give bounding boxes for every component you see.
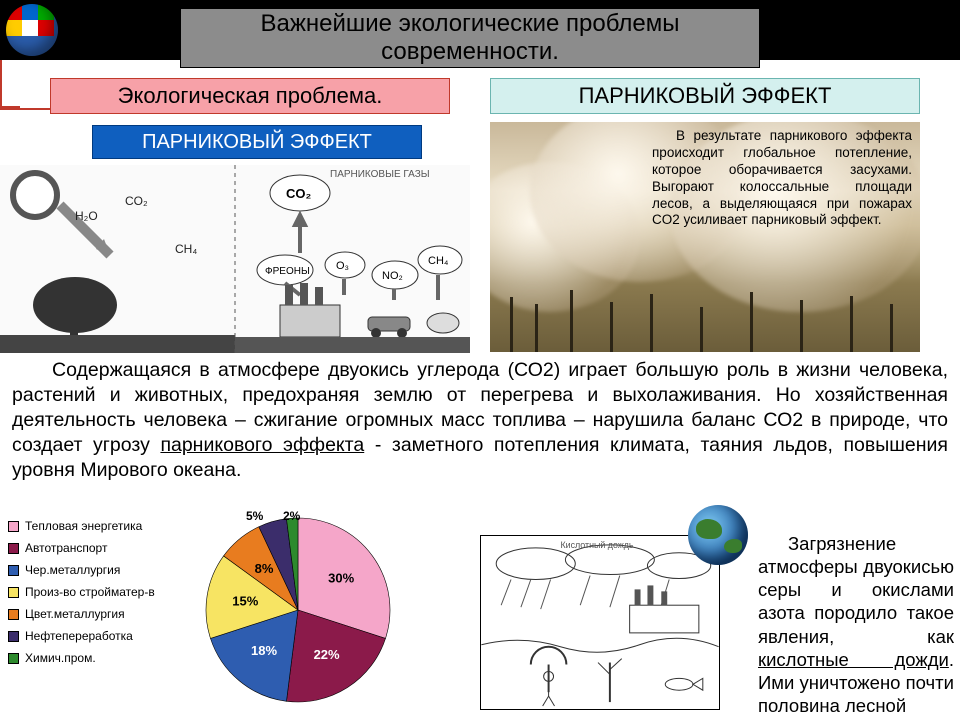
- pie-pct-label: 18%: [251, 643, 277, 658]
- pie-pct-label: 15%: [232, 594, 258, 609]
- svg-text:O₃: O₃: [336, 260, 349, 272]
- legend-label: Нефтепереработка: [25, 629, 133, 643]
- photo-caption: В результате парникового эффекта происхо…: [652, 128, 912, 229]
- legend-item: Цвет.металлургия: [8, 607, 173, 621]
- legend-label: Произ-во стройматер-в: [25, 585, 155, 599]
- greenhouse-gases-diagram: ПАРНИКОВЫЕ ГАЗЫ H₂O CO₂ CH₄ CO₂ ФРЕОНЫ O…: [0, 165, 470, 353]
- svg-text:CH₄: CH₄: [428, 255, 449, 267]
- svg-text:Кислотный дождь: Кислотный дождь: [560, 540, 633, 550]
- pie-pct-label: 8%: [255, 561, 274, 576]
- legend-label: Чер.металлургия: [25, 563, 120, 577]
- page-title: Важнейшие экологические проблемы совреме…: [180, 8, 760, 68]
- pie-pct-label: 2%: [283, 509, 300, 523]
- legend-item: Нефтепереработка: [8, 629, 173, 643]
- pie-pct-label: 30%: [328, 571, 354, 586]
- legend-label: Тепловая энергетика: [25, 519, 142, 533]
- legend-label: Автотранспорт: [25, 541, 107, 555]
- legend-swatch: [8, 653, 19, 664]
- eco-problem-box: Экологическая проблема.: [50, 78, 450, 114]
- svg-text:NO₂: NO₂: [382, 270, 403, 282]
- legend-label: Химич.пром.: [25, 651, 96, 665]
- acid-rain-paragraph: Загрязнение атмосферы двуокисью серы и о…: [758, 532, 954, 717]
- legend-item: Произ-во стройматер-в: [8, 585, 173, 599]
- svg-text:CO₂: CO₂: [286, 186, 312, 201]
- legend-swatch: [8, 521, 19, 532]
- legend-item: Чер.металлургия: [8, 563, 173, 577]
- legend-item: Тепловая энергетика: [8, 519, 173, 533]
- svg-text:ФРЕОНЫ: ФРЕОНЫ: [265, 266, 310, 277]
- globe-flags-icon: [6, 4, 58, 56]
- emissions-pie-chart: Тепловая энергетика Автотранспорт Чер.мета…: [8, 515, 448, 715]
- pie-pct-label: 5%: [246, 509, 263, 523]
- legend-label: Цвет.металлургия: [25, 607, 125, 621]
- greenhouse-title-left: ПАРНИКОВЫЙ ЭФФЕКТ: [92, 125, 422, 159]
- legend-item: Автотранспорт: [8, 541, 173, 555]
- main-paragraph: Содержащаяся в атмосфере двуокись углеро…: [12, 358, 948, 483]
- acid-rain-sketch: Кислотный дождь: [480, 535, 720, 710]
- pie-pct-label: 22%: [314, 647, 340, 662]
- earth-icon: [688, 505, 748, 565]
- svg-text:CO₂: CO₂: [125, 194, 148, 208]
- legend-swatch: [8, 543, 19, 554]
- svg-text:H₂O: H₂O: [75, 209, 98, 223]
- pie-legend: Тепловая энергетика Автотранспорт Чер.мета…: [8, 519, 173, 673]
- legend-swatch: [8, 565, 19, 576]
- svg-text:ПАРНИКОВЫЕ ГАЗЫ: ПАРНИКОВЫЕ ГАЗЫ: [330, 169, 430, 180]
- legend-swatch: [8, 587, 19, 598]
- legend-swatch: [8, 631, 19, 642]
- legend-swatch: [8, 609, 19, 620]
- greenhouse-title-right: ПАРНИКОВЫЙ ЭФФЕКТ: [490, 78, 920, 114]
- svg-text:CH₄: CH₄: [175, 242, 197, 256]
- forest-fire-photo: В результате парникового эффекта происхо…: [490, 122, 920, 352]
- legend-item: Химич.пром.: [8, 651, 173, 665]
